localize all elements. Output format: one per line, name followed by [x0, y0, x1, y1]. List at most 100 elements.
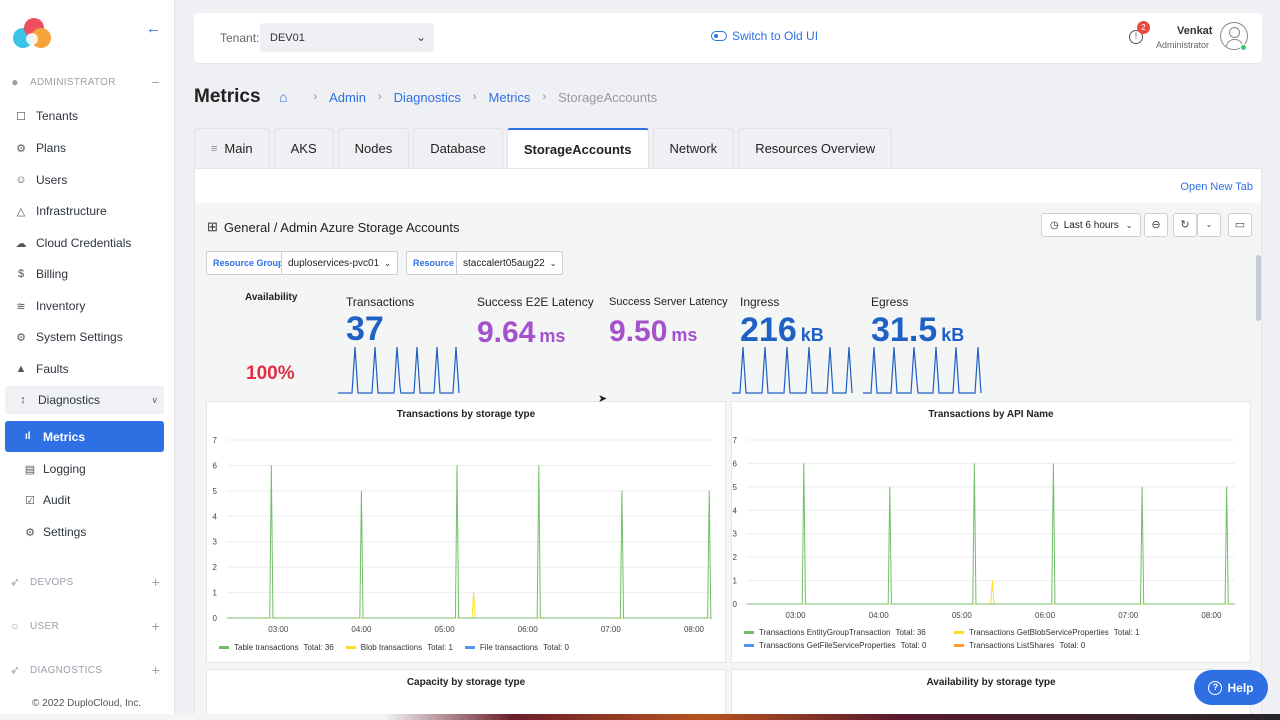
- tab-aks[interactable]: AKS: [273, 128, 334, 168]
- legend-series-name: Transactions GetFileServiceProperties: [759, 641, 896, 650]
- refresh-interval-dropdown[interactable]: ⌄: [1197, 213, 1221, 237]
- avatar[interactable]: [1220, 22, 1248, 50]
- dashboard-title[interactable]: ⊞ General / Admin Azure Storage Accounts: [207, 219, 460, 235]
- section-administrator[interactable]: ● ADMINISTRATOR −: [8, 74, 160, 90]
- sidebar-item-logging[interactable]: ▤ Logging: [24, 458, 164, 480]
- tab-storageaccounts[interactable]: StorageAccounts: [506, 128, 649, 168]
- sidebar-item-inventory[interactable]: ≋ Inventory: [14, 295, 164, 317]
- legend-item[interactable]: Transactions GetBlobServiceProperties Tot…: [954, 628, 1152, 637]
- legend-item[interactable]: File transactions Total: 0: [464, 643, 569, 652]
- collapse-sidebar-icon[interactable]: ←: [146, 20, 161, 37]
- chevron-down-icon: ⌄: [549, 258, 557, 268]
- home-icon[interactable]: ⌂: [279, 89, 288, 105]
- stat-availability[interactable]: Availability 100%: [245, 291, 355, 401]
- x-tick-label: 05:00: [952, 611, 973, 620]
- tenant-select[interactable]: DEV01 ⌄: [260, 23, 434, 52]
- section-user-label: USER: [30, 620, 59, 632]
- chart-capacity-by-storage-type[interactable]: Capacity by storage type: [206, 669, 726, 720]
- legend-series-name: Transactions GetBlobServiceProperties: [969, 628, 1109, 637]
- tab-resources-overview[interactable]: Resources Overview: [738, 128, 893, 168]
- tab-label: Nodes: [354, 141, 393, 156]
- expand-icon[interactable]: +: [151, 662, 160, 678]
- chart-transactions-by-storage-type[interactable]: Transactions by storage type 0 1 2 3 4 5 6 7 03:…: [206, 401, 726, 663]
- clock-icon: ◷: [1050, 219, 1059, 231]
- y-tick-label: 6: [733, 459, 738, 468]
- sidebar-item-metrics[interactable]: ıl Metrics: [5, 421, 164, 452]
- legend-item[interactable]: Transactions ListShares Total: 0: [954, 641, 1152, 650]
- legend-item[interactable]: Transactions GetFileServiceProperties Tot…: [744, 641, 942, 650]
- stat-success-e2e-latency[interactable]: Success E2E Latency 9.64 ms: [477, 295, 599, 397]
- sidebar-item-settings[interactable]: ⚙ Settings: [24, 521, 164, 543]
- section-user[interactable]: ○ USER +: [8, 618, 160, 634]
- stat-title: Success E2E Latency: [477, 295, 594, 309]
- sidebar-item-tenants[interactable]: ☐ Tenants: [14, 105, 164, 127]
- stat-ingress[interactable]: Ingress 216 kB: [732, 295, 860, 397]
- y-tick-label: 5: [733, 483, 738, 492]
- series-line-0: [747, 463, 1235, 605]
- sidebar-item-cloud-credentials[interactable]: ☁ Cloud Credentials: [14, 232, 164, 254]
- sidebar-item-billing[interactable]: $ Billing: [14, 263, 164, 285]
- section-devops[interactable]: ➶ DEVOPS +: [8, 574, 160, 590]
- open-new-tab-link[interactable]: Open New Tab: [1180, 181, 1253, 193]
- scrollbar[interactable]: [1256, 255, 1261, 321]
- sidebar-item-users[interactable]: ☺ Users: [14, 169, 164, 191]
- stat-sparkline: [338, 347, 460, 394]
- grafana-dashboard: ⊞ General / Admin Azure Storage Accounts…: [195, 203, 1261, 720]
- copyright: © 2022 DuploCloud, Inc.: [32, 698, 142, 709]
- sidebar-item-system-settings[interactable]: ⚙ System Settings: [14, 326, 164, 348]
- tab-nodes[interactable]: Nodes: [337, 128, 410, 168]
- thermometer-icon: ↕: [20, 394, 26, 406]
- stat-value-row: 31.5 kB: [871, 311, 991, 350]
- stat-transactions[interactable]: Transactions 37: [338, 295, 461, 397]
- stat-title: Ingress: [740, 295, 780, 309]
- time-range-label: Last 6 hours: [1063, 219, 1119, 231]
- tab-database[interactable]: Database: [413, 128, 503, 168]
- chart-availability-by-storage-type[interactable]: Availability by storage type: [731, 669, 1251, 720]
- switch-ui-link[interactable]: Switch to Old UI: [711, 29, 818, 43]
- breadcrumb-admin[interactable]: Admin: [329, 89, 366, 105]
- breadcrumb-metrics[interactable]: Metrics: [488, 89, 531, 105]
- sidebar-item-audit[interactable]: ☑ Audit: [24, 489, 164, 511]
- legend-item[interactable]: Blob transactions Total: 1: [345, 643, 453, 652]
- zoom-out-button[interactable]: ⊖: [1144, 213, 1168, 237]
- stat-title: Transactions: [346, 295, 415, 309]
- breadcrumb-diagnostics[interactable]: Diagnostics: [393, 89, 461, 105]
- legend-swatch: [744, 644, 754, 647]
- stat-egress[interactable]: Egress 31.5 kB: [863, 295, 991, 397]
- time-range-picker[interactable]: ◷ Last 6 hours ⌄: [1041, 213, 1142, 237]
- resource-group-select[interactable]: duploservices-pvc01 ⌄: [281, 251, 398, 275]
- stat-title: Success Server Latency: [609, 296, 728, 308]
- section-diagnostics[interactable]: ➶ DIAGNOSTICS +: [8, 662, 160, 678]
- y-tick-label: 2: [733, 553, 738, 562]
- duplocloud-logo[interactable]: [12, 16, 52, 50]
- plans-icon: ⚙: [16, 142, 26, 155]
- sidebar-item-label: Settings: [43, 525, 87, 539]
- tenant-value: DEV01: [270, 32, 305, 44]
- tab-main[interactable]: ≡ Main: [194, 128, 270, 168]
- legend-item[interactable]: Table transactions Total: 36: [219, 643, 334, 652]
- collapse-icon[interactable]: −: [151, 74, 160, 90]
- notification-icon[interactable]: !: [1129, 30, 1143, 44]
- tab-network[interactable]: Network: [652, 128, 735, 168]
- sidebar-item-label: Infrastructure: [36, 204, 107, 218]
- expand-icon[interactable]: +: [151, 618, 160, 634]
- legend-series-total: Total: 36: [895, 628, 926, 637]
- chart-transactions-by-api-name[interactable]: Transactions by API Name 0 1 2 3 4 5 6 7 03:00 04…: [731, 401, 1251, 663]
- expand-icon[interactable]: +: [151, 574, 160, 590]
- x-tick-label: 03:00: [786, 611, 807, 620]
- sidebar-item-infrastructure[interactable]: △ Infrastructure: [14, 200, 164, 222]
- x-tick-label: 03:00: [268, 625, 289, 634]
- refresh-button[interactable]: ↻: [1173, 213, 1197, 237]
- tv-mode-button[interactable]: ▭: [1228, 213, 1252, 237]
- sidebar-item-label: Tenants: [36, 109, 79, 123]
- sidebar-item-diagnostics[interactable]: ↕ Diagnostics ∨: [5, 386, 164, 414]
- stat-success-server-latency[interactable]: Success Server Latency 9.50 ms: [609, 295, 731, 397]
- sidebar-item-plans[interactable]: ⚙ Plans: [14, 137, 164, 159]
- y-tick-label: 4: [213, 512, 218, 521]
- resource-select[interactable]: staccalert05aug22 ⌄: [456, 251, 564, 275]
- legend-item[interactable]: Transactions EntityGroupTransaction Total…: [744, 628, 942, 637]
- legend-series-name: Transactions EntityGroupTransaction: [759, 628, 891, 637]
- tenant-icon: ☐: [16, 110, 26, 123]
- sidebar-item-faults[interactable]: ▲ Faults: [14, 358, 164, 380]
- help-button[interactable]: ? Help: [1194, 670, 1268, 705]
